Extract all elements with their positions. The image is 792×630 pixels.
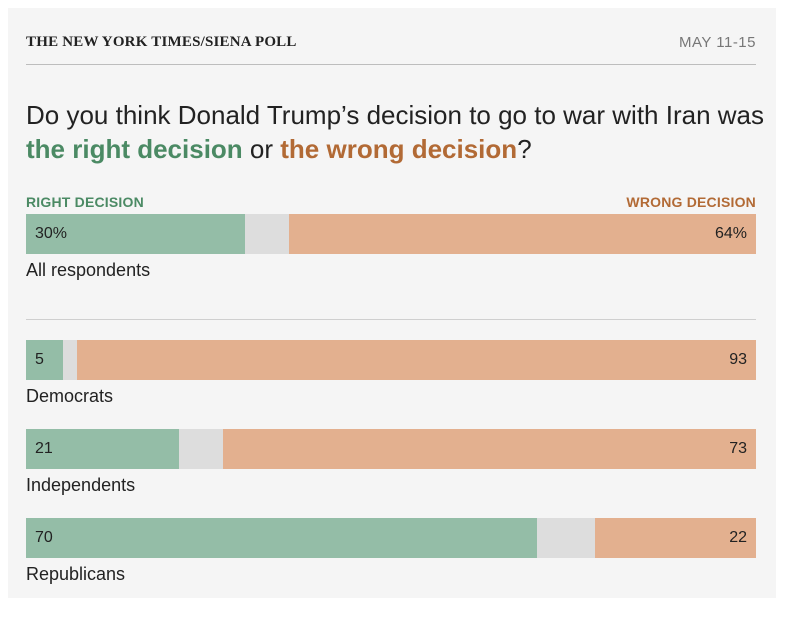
category-label: Democrats: [26, 386, 114, 406]
category-label: Independents: [26, 475, 136, 495]
bar-wrong-decision: [595, 518, 756, 558]
data-label-right: 21: [35, 440, 53, 457]
category-label: Republicans: [26, 564, 126, 584]
bar-right-decision: [26, 429, 180, 469]
bar-right-decision: [26, 214, 245, 254]
chart-row-democrats: 5 93 Democrats: [26, 340, 756, 410]
legend-right-decision: RIGHT DECISION: [26, 194, 144, 210]
legend-wrong-decision: WRONG DECISION: [626, 194, 756, 210]
bar-track: 21 73: [26, 429, 756, 469]
poll-card: THE NEW YORK TIMES/SIENA POLL MAY 11-15 …: [8, 8, 776, 598]
data-label-wrong: 73: [729, 440, 747, 457]
bar-right-decision: [26, 518, 537, 558]
bar-track: 30% 64%: [26, 214, 756, 254]
chart-row-republicans: 70 22 Republicans: [26, 518, 756, 588]
question-prefix: Do you think Donald Trump’s decision to …: [26, 100, 764, 130]
bar-track: 5 93: [26, 340, 756, 380]
question-right-phrase: the right decision: [26, 134, 243, 164]
header-divider: [26, 64, 756, 65]
bar-wrong-decision: [223, 429, 756, 469]
data-label-wrong: 93: [729, 351, 747, 368]
data-label-right: 5: [35, 351, 44, 368]
question-wrong-phrase: the wrong decision: [280, 134, 518, 164]
chart-row-independents: 21 73 Independents: [26, 429, 756, 499]
question-suffix: ?: [517, 134, 532, 164]
bar-wrong-decision: [288, 214, 756, 254]
group-divider: [26, 319, 756, 320]
question-middle: or: [242, 134, 281, 164]
bar-right-decision: [26, 340, 63, 380]
poll-source: THE NEW YORK TIMES/SIENA POLL: [26, 34, 297, 50]
bar-wrong-decision: [77, 340, 756, 380]
bar-track: 70 22: [26, 518, 756, 558]
data-label-right: 70: [35, 529, 53, 546]
data-label-wrong: 22: [729, 529, 747, 546]
poll-header: THE NEW YORK TIMES/SIENA POLL MAY 11-15: [26, 32, 756, 62]
category-label: All respondents: [26, 260, 151, 280]
poll-dates: MAY 11-15: [678, 34, 756, 51]
poll-question: Do you think Donald Trump’s decision to …: [26, 98, 766, 166]
data-label-wrong: 64%: [714, 225, 747, 242]
data-label-right: 30%: [35, 225, 68, 242]
chart-row-all-respondents: 30% 64% All respondents: [26, 214, 756, 284]
